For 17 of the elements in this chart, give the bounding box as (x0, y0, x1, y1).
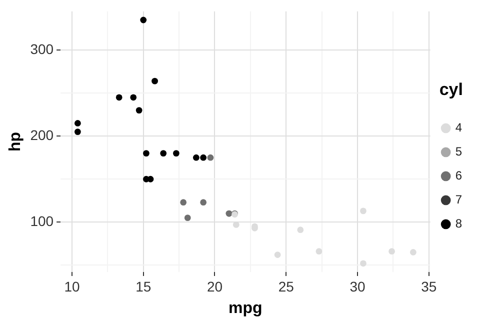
legend-label: 4 (455, 120, 462, 135)
y-tick-label: 300 (30, 40, 54, 57)
y-tick-label: 200 (30, 126, 54, 143)
x-tick-label: 10 (64, 278, 80, 294)
x-axis-title: mpg (228, 300, 262, 317)
x-tick-label: 15 (136, 278, 152, 294)
y-axis-title: hp (7, 132, 24, 152)
legend-label: 5 (455, 144, 462, 159)
x-tick-label: 30 (350, 278, 366, 294)
x-tick-label: 35 (421, 278, 437, 294)
x-tick-label: 20 (206, 278, 223, 294)
y-tick-label: 100 (30, 212, 54, 229)
legend-label: 6 (455, 168, 462, 183)
legend-label: 8 (455, 216, 462, 231)
legend-title: cyl (439, 80, 463, 99)
x-tick-label: 25 (278, 278, 294, 294)
legend-label: 7 (455, 192, 462, 207)
